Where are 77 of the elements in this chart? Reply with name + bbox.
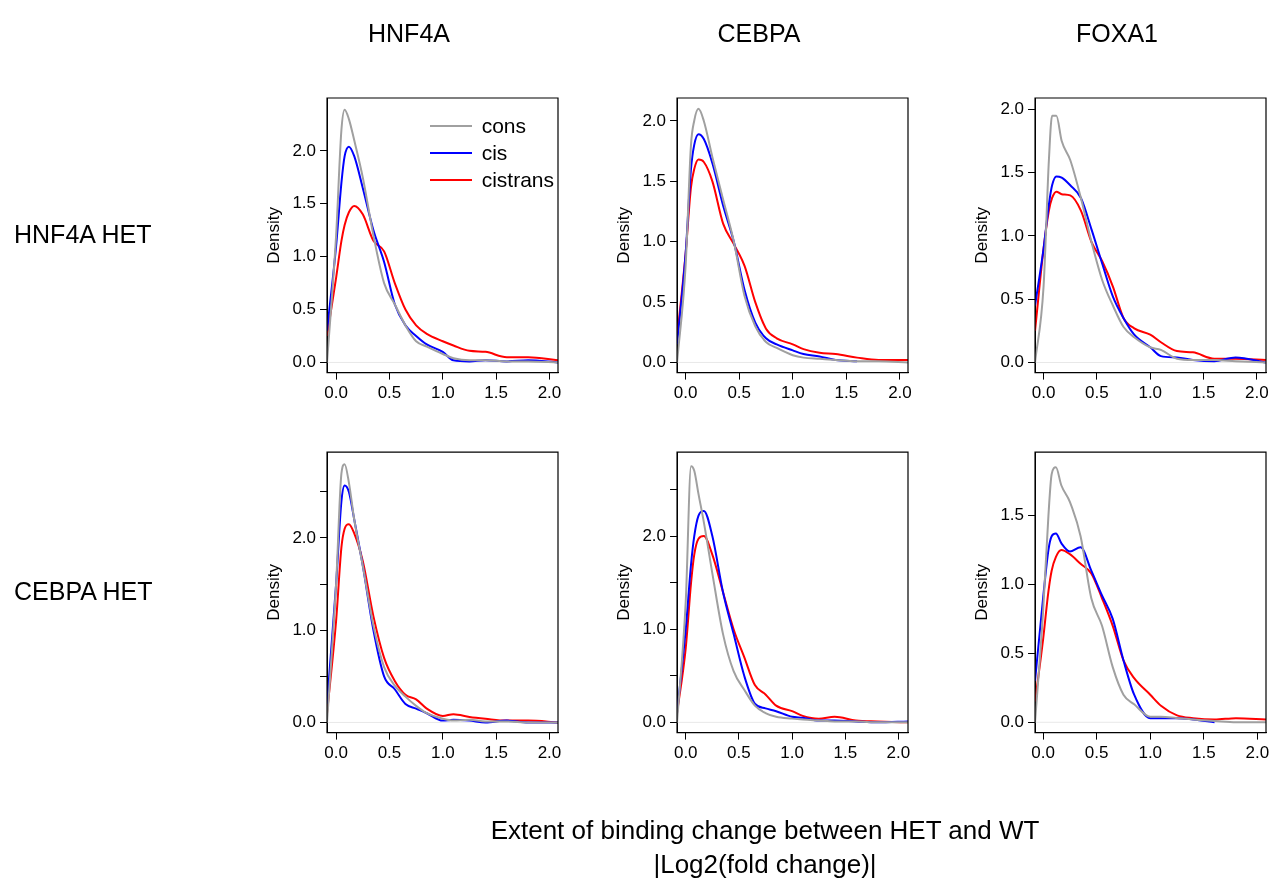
y-tick-label: 0.5 [642, 291, 667, 311]
y-tick-label: 2.0 [292, 140, 317, 160]
x-tick-label: 1.0 [1138, 743, 1163, 763]
text: HNF4A HET [14, 220, 153, 250]
line-series [677, 107, 908, 364]
y-tick-label: 0.5 [1000, 643, 1025, 663]
x-tick-label: 0.0 [1031, 743, 1055, 763]
x-tick-label: 1.5 [833, 743, 858, 763]
x-tick-label: 1.5 [1191, 383, 1216, 403]
y-axis-title: Density [971, 206, 991, 264]
x-tick-label: 0.0 [324, 383, 348, 403]
y-tick-label: 0.0 [642, 352, 667, 372]
y-tick-label: 0.5 [1000, 288, 1025, 308]
x-tick-label: 1.0 [780, 383, 805, 403]
x-tick-label: 2.0 [888, 383, 912, 403]
y-axis-title: Density [613, 206, 633, 264]
y-tick-label: 1.0 [1000, 574, 1025, 594]
y-tick-label: 1.0 [1000, 225, 1025, 245]
x-tick-label: 2.0 [537, 743, 562, 763]
y-tick-label: 2.0 [292, 527, 317, 547]
x-tick-label: 0.0 [1031, 383, 1056, 403]
y-tick-label: 1.5 [292, 193, 317, 213]
line-series [677, 465, 908, 724]
line-series [1035, 532, 1216, 724]
x-tick-label: 2.0 [1245, 743, 1270, 763]
x-tick-label: 0.5 [1085, 383, 1109, 403]
x-tick-label: 0.5 [377, 383, 402, 403]
y-tick-label: 0.0 [1000, 711, 1025, 731]
x-tick-label: 0.5 [727, 383, 752, 403]
y-axis-title: Density [971, 563, 991, 621]
y-tick-label: 1.0 [292, 619, 317, 639]
y-tick-label: 2.0 [1000, 99, 1025, 119]
chart-title: FOXA1 [1076, 18, 1158, 47]
x-tick-label: 0.5 [377, 743, 402, 763]
line-series [1035, 466, 1266, 724]
x-tick-label: 1.5 [1192, 743, 1216, 763]
x-tick-label: 0.5 [1084, 743, 1109, 763]
x-tick-label: 1.0 [430, 383, 455, 403]
x-tick-label: 2.0 [886, 743, 911, 763]
x-tick-label: 1.5 [484, 743, 508, 763]
y-tick-label: 1.0 [642, 231, 667, 251]
x-tick-label: 1.0 [1138, 383, 1163, 403]
y-tick-label: 1.0 [292, 246, 317, 266]
y-tick-label: 0.0 [642, 712, 667, 732]
x-tick-label: 1.5 [834, 383, 859, 403]
y-tick-label: 0.5 [292, 299, 317, 319]
x-tick-label: 2.0 [1245, 383, 1269, 403]
x-tick-label: 2.0 [537, 383, 562, 403]
legend-label: cons [481, 113, 526, 139]
y-tick-label: 2.0 [642, 110, 667, 130]
y-tick-label: 0.0 [292, 712, 317, 732]
line-series [327, 204, 558, 362]
y-tick-label: 1.5 [1000, 162, 1025, 182]
y-axis-title: Density [263, 206, 283, 264]
y-tick-label: 1.0 [642, 618, 667, 638]
y-axis-title: Density [613, 563, 633, 621]
y-tick-label: 0.0 [1000, 352, 1025, 372]
x-tick-label: 0.5 [727, 743, 751, 763]
x-tick-label: 1.5 [484, 383, 508, 403]
line-series [1035, 549, 1266, 721]
y-tick-label: 0.0 [292, 352, 317, 372]
x-tick-label: 1.0 [780, 743, 804, 763]
chart-title: CEBPA [717, 18, 801, 47]
y-axis-title: Density [263, 563, 283, 621]
y-tick-label: 1.5 [642, 171, 667, 191]
legend-label: cistrans [481, 167, 554, 193]
line-series [1035, 114, 1266, 364]
x-axis-title: Extent of binding change between HET and WT |Log2(fold change)| [489, 814, 1041, 879]
x-tick-label: 0.0 [673, 743, 698, 763]
x-tick-label: 1.0 [430, 743, 455, 763]
legend-label: cis [481, 140, 508, 166]
y-tick-label: 1.5 [1000, 505, 1025, 525]
chart-title: HNF4A [368, 18, 451, 47]
x-tick-label: 0.0 [673, 383, 698, 403]
y-tick-label: 2.0 [642, 525, 667, 545]
text: CEBPA HET [14, 577, 154, 607]
x-tick-label: 0.0 [324, 743, 348, 763]
